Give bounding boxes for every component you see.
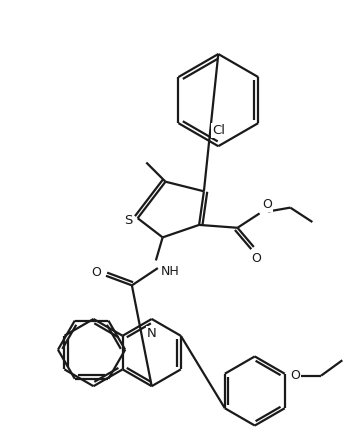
Text: Cl: Cl — [212, 124, 225, 137]
Text: O: O — [91, 267, 101, 279]
Text: N: N — [147, 327, 157, 340]
Text: O: O — [262, 198, 272, 210]
Text: S: S — [125, 214, 133, 227]
Text: O: O — [290, 369, 300, 382]
Text: NH: NH — [161, 265, 179, 278]
Text: O: O — [251, 252, 261, 265]
